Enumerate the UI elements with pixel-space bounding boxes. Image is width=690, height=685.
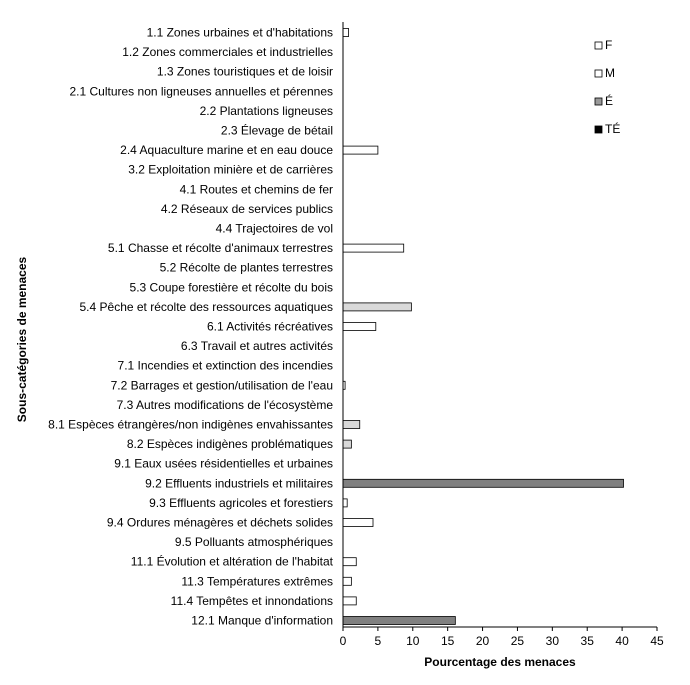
legend-label: TÉ [605,121,620,136]
legend-swatch [594,41,603,50]
bar [342,439,352,449]
x-tick-label: 35 [581,634,595,648]
y-axis-title: Sous-catégories de menaces [15,256,29,422]
category-label: 1.1 Zones urbaines et d'habitations [147,26,333,40]
category-label: 1.3 Zones touristiques et de loisir [157,65,333,79]
legend: FMÉ TÉ [594,38,620,136]
category-label: 2.2 Plantations ligneuses [200,104,333,118]
category-label: 9.5 Polluants atmosphériques [175,535,333,549]
legend-label: É [605,93,613,108]
x-tick-label: 0 [340,634,347,648]
x-tick-label: 15 [441,634,455,648]
x-tick-label: 5 [375,634,382,648]
bar [342,28,349,37]
bars [342,28,624,625]
x-tick-label: 25 [511,634,525,648]
x-tick-label: 30 [546,634,560,648]
bar [342,498,348,508]
legend-label: M [605,66,615,80]
category-label: 11.1 Évolution et altération de l'habita… [131,554,334,569]
bar [342,576,352,586]
category-label: 11.4 Tempêtes et innondations [171,594,333,608]
legend-swatch [594,97,603,106]
category-label: 12.1 Manque d'information [191,614,333,628]
bar [342,322,377,331]
bar [342,557,357,567]
category-label: 4.4 Trajectoires de vol [216,222,333,236]
category-label: 11.3 Températures extrêmes [181,574,333,588]
bar [342,243,405,253]
axes [342,22,657,628]
category-label: 5.1 Chasse et récolte d'animaux terrestr… [108,241,333,255]
category-label: 4.1 Routes et chemins de fer [180,182,333,196]
bar [342,145,379,155]
x-tick-label: 45 [650,634,664,648]
category-label: 7.2 Barrages et gestion/utilisation de l… [111,378,333,392]
x-ticks: 0 5 10 15 20 25 30 35 40 45 [340,627,664,648]
category-label: 6.3 Travail et autres activités [181,339,333,353]
x-tick-label: 20 [476,634,490,648]
category-label: 9.3 Effluents agricoles et forestiers [149,496,333,510]
category-label: 2.4 Aquaculture marine et en eau douce [120,143,333,157]
x-tick-label: 40 [615,634,629,648]
legend-label: F [605,38,612,52]
x-tick-label: 10 [406,634,420,648]
category-label: 5.3 Coupe forestière et récolte du bois [130,280,333,294]
category-label: 9.1 Eaux usées résidentielles et urbaine… [114,457,333,471]
category-label: 7.3 Autres modifications de l'écosystème [117,398,334,412]
legend-swatch [594,69,603,78]
category-label: 9.4 Ordures ménagères et déchets solides [107,516,333,530]
category-label: 4.2 Réseaux de services publics [161,202,333,216]
bar [342,518,374,527]
category-label: 5.4 Pêche et récolte des ressources aqua… [80,300,334,314]
bar [342,302,412,312]
category-label: 5.2 Récolte de plantes terrestres [160,261,333,275]
category-label: 8.2 Espèces indigènes problématiques [127,437,333,451]
category-label: 3.2 Exploitation minière et de carrières [128,163,333,177]
bar [342,596,357,606]
category-label: 1.2 Zones commerciales et industrielles [122,45,333,59]
category-label: 8.1 Espèces étrangères/non indigènes env… [48,418,333,432]
category-label: 6.1 Activités récréatives [207,320,333,334]
category-label: 7.1 Incendies et extinction des incendie… [118,359,333,373]
bar [342,420,361,429]
category-label: 2.1 Cultures non ligneuses annuelles et … [69,84,333,98]
category-label: 9.2 Effluents industriels et militaires [145,476,333,490]
x-axis-title: Pourcentage des menaces [424,655,576,669]
bar [342,478,624,488]
legend-swatch [594,125,603,134]
category-label: 2.3 Élevage de bétail [221,123,333,138]
category-labels: 1.1 Zones urbaines et d'habitations 1.2 Z… [48,26,334,628]
bar [342,616,456,625]
